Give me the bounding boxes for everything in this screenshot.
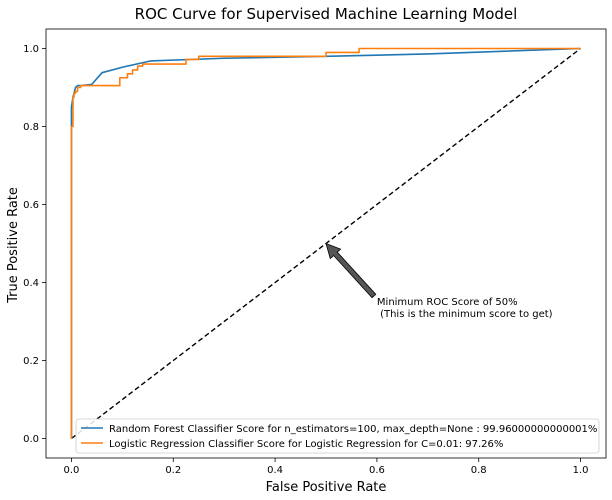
chart-title: ROC Curve for Supervised Machine Learnin…	[135, 5, 518, 23]
annotation-arrow	[325, 242, 377, 299]
x-axis-label: False Positive Rate	[266, 480, 387, 495]
plot-area-frame	[45, 28, 607, 459]
legend-label-random-forest: Random Forest Classifier Score for n_est…	[109, 424, 597, 435]
annotation-layer: Minimum ROC Score of 50% (This is the mi…	[325, 242, 553, 320]
y-axis-label: True Positive Rate	[6, 187, 21, 304]
y-tick-label: 0.8	[23, 122, 39, 133]
x-tick-label: 0.0	[64, 465, 80, 476]
annotation-text-line2: (This is the minimum score to get)	[377, 309, 553, 320]
legend-label-logistic-regression: Logistic Regression Classifier Score for…	[109, 439, 503, 450]
x-tick-label: 0.8	[471, 465, 487, 476]
y-tick-label: 0.0	[23, 434, 39, 445]
y-tick-label: 1.0	[23, 44, 39, 55]
y-tick-label: 0.4	[23, 278, 39, 289]
annotation-text-line1: Minimum ROC Score of 50%	[377, 297, 518, 308]
x-tick-label: 0.2	[165, 465, 181, 476]
legend-box	[75, 418, 600, 454]
y-tick-label: 0.2	[23, 356, 39, 367]
x-tick-label: 1.0	[573, 465, 589, 476]
x-tick-label: 0.6	[369, 465, 385, 476]
legend: Random Forest Classifier Score for n_est…	[75, 418, 600, 454]
y-tick-label: 0.6	[23, 200, 39, 211]
series-layer	[70, 47, 581, 439]
logistic-regression-roc-line	[70, 47, 581, 439]
axis-ticks: 0.0 0.2 0.4 0.6 0.8 1.0 0.0 0.2 0.4 0.6 0.8 1.0	[23, 44, 588, 476]
x-tick-label: 0.4	[267, 465, 283, 476]
